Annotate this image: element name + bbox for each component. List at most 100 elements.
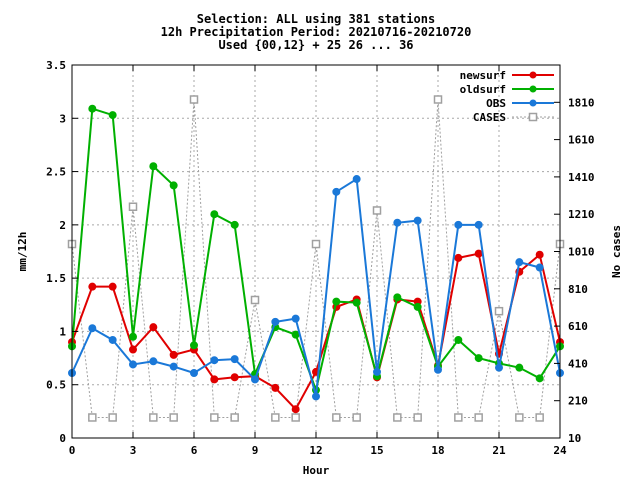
point-obs	[393, 218, 402, 227]
point-obs	[515, 258, 524, 267]
point-oldsurf	[230, 220, 239, 229]
point-obs	[413, 216, 422, 225]
x-tick-label: 3	[130, 444, 137, 457]
point-oldsurf	[515, 363, 524, 372]
point-obs	[474, 220, 483, 229]
point-obs	[190, 368, 198, 377]
y-axis-label: mm/12h	[16, 232, 29, 272]
point-oldsurf	[474, 354, 483, 363]
point-obs	[312, 392, 320, 401]
y2-tick-label: 10	[568, 432, 581, 445]
point-obs	[230, 355, 239, 364]
point-cases	[352, 413, 361, 422]
point-oldsurf	[393, 293, 402, 302]
point-obs	[495, 363, 503, 372]
point-obs	[291, 314, 300, 323]
point-cases	[372, 206, 382, 215]
y2-tick-label: 1010	[568, 246, 595, 259]
point-newsurf	[129, 345, 137, 354]
point-cases	[291, 413, 300, 422]
chart-title: Selection: ALL using 381 stations 12h Pr…	[161, 12, 472, 52]
y2-tick-label: 1610	[568, 134, 595, 147]
point-newsurf	[88, 282, 97, 291]
point-oldsurf	[535, 374, 544, 383]
point-obs	[373, 367, 381, 376]
legend-marker-oldsurf	[529, 85, 537, 93]
y-tick-label: 3	[59, 112, 66, 125]
y-tick-label: 0	[59, 432, 66, 445]
point-newsurf	[474, 249, 483, 258]
point-cases	[189, 95, 199, 104]
legend-label-oldsurf: oldsurf	[460, 83, 506, 96]
point-oldsurf	[88, 104, 97, 113]
series-cases	[67, 95, 565, 422]
x-axis-label: Hour	[303, 464, 330, 477]
point-obs	[149, 357, 158, 366]
x-tick-label: 21	[492, 444, 506, 457]
point-obs	[535, 263, 544, 272]
point-oldsurf	[332, 297, 341, 306]
y-tick-label: 1.5	[46, 272, 66, 285]
point-oldsurf	[413, 302, 422, 311]
plot-series	[67, 95, 565, 422]
legend-marker-obs	[529, 99, 537, 107]
point-newsurf	[535, 250, 544, 259]
point-obs	[129, 360, 137, 369]
y2-tick-label: 1810	[568, 96, 595, 109]
title-line-2: 12h Precipitation Period: 20210716-20210…	[161, 25, 472, 39]
x-tick-label: 9	[252, 444, 259, 457]
y-tick-label: 2.5	[46, 166, 66, 179]
y-tick-label: 0.5	[46, 379, 66, 392]
point-obs	[210, 356, 219, 365]
point-oldsurf	[291, 330, 300, 339]
point-obs	[251, 375, 259, 384]
y2-tick-label: 410	[568, 357, 588, 370]
y2-tick-label: 210	[568, 395, 588, 408]
title-line-1: Selection: ALL using 381 stations	[197, 12, 435, 26]
point-newsurf	[169, 350, 178, 359]
point-obs	[434, 365, 442, 374]
legend-label-cases: CASES	[473, 111, 506, 124]
point-newsurf	[291, 405, 300, 414]
point-obs	[454, 220, 463, 229]
point-cases	[515, 413, 524, 422]
point-newsurf	[210, 375, 219, 384]
point-cases	[332, 413, 341, 422]
point-oldsurf	[190, 341, 198, 350]
point-obs	[332, 187, 341, 196]
point-cases	[454, 413, 463, 422]
point-cases	[474, 413, 483, 422]
point-oldsurf	[352, 298, 361, 307]
point-newsurf	[454, 253, 463, 262]
legend-label-obs: OBS	[486, 97, 506, 110]
series-oldsurf	[68, 104, 564, 395]
point-newsurf	[230, 373, 239, 382]
point-newsurf	[149, 323, 158, 332]
point-oldsurf	[149, 162, 158, 171]
y2-tick-label: 1410	[568, 171, 595, 184]
point-cases	[128, 202, 138, 211]
point-cases	[250, 295, 260, 305]
point-cases	[311, 239, 321, 249]
legend-marker-newsurf	[529, 71, 537, 79]
point-cases	[108, 413, 117, 422]
point-oldsurf	[210, 210, 219, 219]
point-obs	[352, 175, 361, 184]
legend-marker-cases	[528, 112, 538, 122]
point-oldsurf	[454, 335, 463, 344]
point-oldsurf	[108, 111, 117, 120]
point-oldsurf	[169, 181, 178, 190]
y2-tick-label: 1210	[568, 208, 595, 221]
title-line-3: Used {00,12} + 25 26 ... 36	[218, 38, 413, 52]
point-cases	[413, 413, 422, 422]
point-cases	[494, 306, 504, 316]
x-tick-label: 24	[553, 444, 567, 457]
point-cases	[271, 413, 280, 422]
point-obs	[169, 362, 178, 371]
y-tick-label: 2	[59, 219, 66, 232]
y2-tick-label: 810	[568, 283, 588, 296]
axis-ticks: 0 3 6 9 12 15 18 21 24 0 0.5 1 1.5 2 2.5 3 3.5 10 210 410 61…	[46, 59, 594, 457]
y-tick-label: 3.5	[46, 59, 66, 72]
